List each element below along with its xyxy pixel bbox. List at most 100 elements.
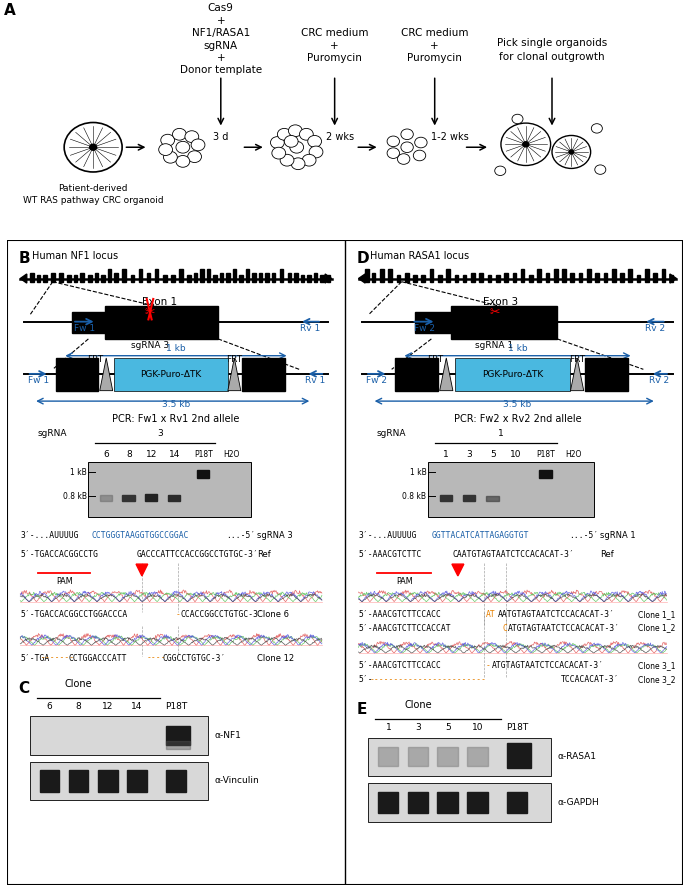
Bar <box>587 269 591 282</box>
Bar <box>69 770 88 792</box>
Text: FRT: FRT <box>569 355 585 364</box>
Bar <box>455 276 458 282</box>
Text: Rv 1: Rv 1 <box>304 376 325 386</box>
Bar <box>100 495 112 501</box>
Text: TCCACACAT-3′: TCCACACAT-3′ <box>560 675 619 684</box>
Circle shape <box>397 154 410 164</box>
Circle shape <box>309 146 323 158</box>
Text: Patient-derived: Patient-derived <box>59 184 128 193</box>
Bar <box>30 762 208 800</box>
Text: Clone 1_2: Clone 1_2 <box>638 623 676 633</box>
Text: 14: 14 <box>168 450 180 459</box>
Text: Puromycin: Puromycin <box>407 53 462 63</box>
Text: -: - <box>176 610 181 619</box>
Bar <box>471 273 475 282</box>
Text: C: C <box>502 623 507 633</box>
Text: 8: 8 <box>126 450 132 459</box>
Text: ATGTAGTAATCTCCACACAT-3′: ATGTAGTAATCTCCACACAT-3′ <box>509 623 620 633</box>
Text: FRT: FRT <box>87 355 103 364</box>
Bar <box>252 273 256 282</box>
Text: 6: 6 <box>47 701 52 710</box>
Bar <box>438 276 442 282</box>
Text: Clone 1_1: Clone 1_1 <box>638 610 676 619</box>
Text: FRT: FRT <box>426 355 443 364</box>
Text: 1 kB: 1 kB <box>70 468 87 477</box>
Bar <box>155 269 159 282</box>
Bar <box>147 273 150 282</box>
Text: Donor template: Donor template <box>179 65 262 75</box>
Bar <box>467 747 488 766</box>
Polygon shape <box>359 274 365 283</box>
Bar <box>219 273 224 282</box>
Bar <box>467 791 488 813</box>
Bar <box>380 269 384 282</box>
Bar <box>166 741 190 749</box>
Text: 3 d: 3 d <box>213 132 228 141</box>
Polygon shape <box>228 358 241 390</box>
Bar <box>122 495 135 501</box>
Text: α-RASA1: α-RASA1 <box>558 752 596 761</box>
Text: Clone: Clone <box>65 678 92 688</box>
Text: Fw 2: Fw 2 <box>366 376 387 386</box>
Bar <box>320 276 324 282</box>
Text: ...-5′: ...-5′ <box>226 531 255 540</box>
Bar <box>168 495 180 501</box>
Text: Exon 1: Exon 1 <box>142 297 177 307</box>
Bar <box>437 791 458 813</box>
Text: α-GAPDH: α-GAPDH <box>558 797 599 806</box>
Text: Fw 2: Fw 2 <box>413 324 435 332</box>
Text: GACCCATTCCACCGGCCTGTGC-3′: GACCCATTCCACCGGCCTGTGC-3′ <box>137 549 258 558</box>
Bar <box>562 269 566 282</box>
Text: PAM: PAM <box>396 577 413 586</box>
Bar <box>115 273 118 282</box>
Polygon shape <box>452 565 464 576</box>
Bar <box>163 276 166 282</box>
Bar <box>246 269 249 282</box>
Bar <box>408 791 428 813</box>
Bar <box>166 770 186 792</box>
Bar <box>521 269 524 282</box>
Bar <box>507 791 527 813</box>
Text: 0.8 kB: 0.8 kB <box>63 492 87 501</box>
Bar <box>43 276 46 282</box>
Text: 3′-...AUUUUG: 3′-...AUUUUG <box>359 531 417 540</box>
Bar <box>127 770 147 792</box>
Circle shape <box>164 151 177 164</box>
Bar <box>612 269 615 282</box>
Bar <box>653 273 657 282</box>
Circle shape <box>161 134 175 146</box>
Text: +: + <box>431 41 439 52</box>
Bar <box>486 496 499 501</box>
Bar <box>194 273 197 282</box>
Text: sgRNA: sgRNA <box>204 41 238 52</box>
Bar <box>68 276 71 282</box>
Bar <box>307 276 311 282</box>
Bar <box>88 276 92 282</box>
Text: -: - <box>486 661 491 670</box>
Bar <box>327 276 331 282</box>
Bar <box>440 495 452 501</box>
Circle shape <box>159 144 172 156</box>
Text: AT: AT <box>486 610 496 619</box>
Text: sgRNA 3: sgRNA 3 <box>257 531 293 540</box>
Text: 10: 10 <box>472 723 484 732</box>
Bar <box>122 269 126 282</box>
Bar <box>539 470 551 478</box>
Bar <box>604 273 607 282</box>
Text: 14: 14 <box>131 701 143 710</box>
Bar <box>377 747 398 766</box>
Bar <box>72 312 105 333</box>
Bar <box>413 276 417 282</box>
Bar <box>171 276 175 282</box>
Bar <box>74 276 77 282</box>
Text: ----: ---- <box>147 653 166 662</box>
Circle shape <box>413 150 426 161</box>
Text: 8: 8 <box>76 701 81 710</box>
Text: α-NF1: α-NF1 <box>215 731 242 740</box>
Bar <box>637 276 640 282</box>
Text: Clone 3_1: Clone 3_1 <box>638 661 676 670</box>
Circle shape <box>387 148 400 158</box>
Text: Ref: Ref <box>257 549 270 558</box>
Text: sgRNA 3: sgRNA 3 <box>131 340 169 349</box>
Text: 5: 5 <box>445 723 451 732</box>
